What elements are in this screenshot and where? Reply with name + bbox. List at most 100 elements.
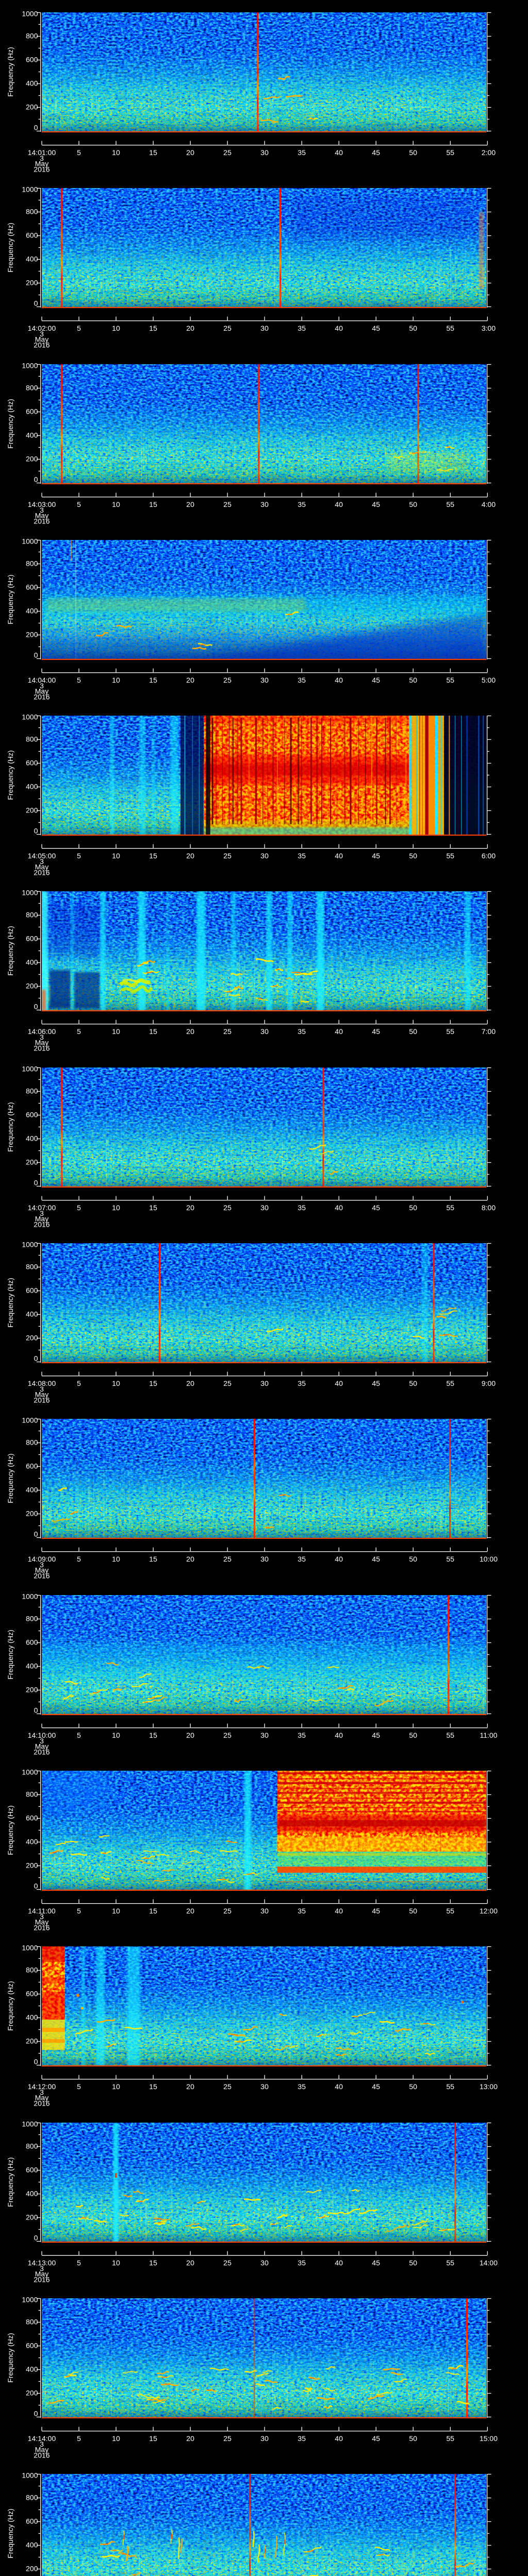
svg-text:1000: 1000 (22, 185, 38, 194)
svg-text:6:00: 6:00 (482, 852, 496, 860)
svg-text:20: 20 (186, 1555, 194, 1563)
svg-text:45: 45 (372, 1731, 380, 1739)
svg-text:45: 45 (372, 324, 380, 332)
svg-text:15: 15 (149, 1379, 157, 1387)
svg-text:3: 3 (40, 1561, 44, 1569)
svg-text:45: 45 (372, 852, 380, 860)
svg-text:1000: 1000 (22, 2471, 38, 2480)
svg-text:35: 35 (298, 1027, 306, 1036)
svg-text:20: 20 (186, 1204, 194, 1212)
svg-text:200: 200 (26, 1510, 38, 1518)
svg-text:800: 800 (26, 208, 38, 216)
svg-text:Frequency (Hz): Frequency (Hz) (6, 1630, 14, 1679)
svg-text:2016: 2016 (34, 165, 50, 173)
svg-text:800: 800 (26, 1087, 38, 1095)
svg-text:5: 5 (77, 2434, 81, 2443)
svg-text:30: 30 (260, 1555, 269, 1563)
svg-text:35: 35 (298, 1731, 306, 1739)
svg-text:50: 50 (409, 1555, 417, 1563)
svg-text:600: 600 (26, 56, 38, 64)
svg-text:3:00: 3:00 (482, 324, 496, 332)
svg-text:10: 10 (112, 1027, 120, 1036)
svg-text:0: 0 (34, 1179, 38, 1187)
svg-text:Frequency (Hz): Frequency (Hz) (6, 926, 14, 975)
svg-text:55: 55 (447, 2259, 455, 2267)
svg-text:30: 30 (260, 2434, 269, 2443)
svg-text:55: 55 (447, 1027, 455, 1036)
svg-text:1000: 1000 (22, 1592, 38, 1601)
svg-text:10: 10 (112, 2259, 120, 2267)
svg-text:10: 10 (112, 2434, 120, 2443)
svg-text:800: 800 (26, 384, 38, 392)
svg-text:May: May (35, 687, 48, 696)
svg-text:May: May (35, 2270, 48, 2278)
svg-text:14:02:00: 14:02:00 (28, 324, 56, 332)
svg-text:3: 3 (40, 1912, 44, 1921)
svg-text:3: 3 (40, 2088, 44, 2096)
svg-text:30: 30 (260, 324, 269, 332)
svg-text:20: 20 (186, 500, 194, 509)
svg-text:200: 200 (26, 1686, 38, 1694)
svg-text:55: 55 (447, 1731, 455, 1739)
svg-text:600: 600 (26, 759, 38, 767)
svg-text:15: 15 (149, 2259, 157, 2267)
svg-text:3: 3 (40, 1033, 44, 1041)
svg-text:3: 3 (40, 330, 44, 338)
svg-text:800: 800 (26, 1615, 38, 1623)
svg-text:14:09:00: 14:09:00 (28, 1555, 56, 1563)
svg-text:45: 45 (372, 148, 380, 157)
svg-text:Frequency (Hz): Frequency (Hz) (6, 1981, 14, 2030)
svg-text:2:00: 2:00 (482, 148, 496, 157)
svg-text:200: 200 (26, 982, 38, 990)
svg-text:600: 600 (26, 1111, 38, 1119)
svg-text:Frequency (Hz): Frequency (Hz) (6, 47, 14, 96)
svg-text:600: 600 (26, 1286, 38, 1295)
svg-text:25: 25 (223, 1204, 232, 1212)
svg-text:15: 15 (149, 2434, 157, 2443)
svg-text:30: 30 (260, 852, 269, 860)
svg-text:5: 5 (77, 2259, 81, 2267)
svg-text:11:00: 11:00 (480, 1731, 498, 1739)
svg-text:40: 40 (335, 1555, 343, 1563)
svg-text:200: 200 (26, 455, 38, 463)
svg-text:0: 0 (34, 1706, 38, 1715)
svg-text:600: 600 (26, 231, 38, 240)
svg-text:15: 15 (149, 1555, 157, 1563)
svg-text:45: 45 (372, 1027, 380, 1036)
svg-text:Frequency (Hz): Frequency (Hz) (6, 1805, 14, 1855)
svg-text:2016: 2016 (34, 2451, 50, 2459)
svg-text:5: 5 (77, 1907, 81, 1915)
svg-text:800: 800 (26, 560, 38, 568)
svg-text:May: May (35, 1391, 48, 1399)
svg-text:20: 20 (186, 676, 194, 684)
svg-text:25: 25 (223, 1907, 232, 1915)
svg-text:400: 400 (26, 607, 38, 615)
svg-text:0: 0 (34, 299, 38, 308)
svg-text:0: 0 (34, 2058, 38, 2066)
svg-text:15: 15 (149, 324, 157, 332)
svg-text:40: 40 (335, 852, 343, 860)
svg-text:10:00: 10:00 (480, 1555, 498, 1563)
svg-text:400: 400 (26, 2190, 38, 2198)
svg-text:5:00: 5:00 (482, 676, 496, 684)
svg-text:14:06:00: 14:06:00 (28, 1027, 56, 1036)
svg-text:3: 3 (40, 2440, 44, 2448)
svg-text:25: 25 (223, 2259, 232, 2267)
svg-text:800: 800 (26, 1438, 38, 1447)
svg-text:20: 20 (186, 852, 194, 860)
svg-text:200: 200 (26, 2037, 38, 2045)
svg-text:15: 15 (149, 1204, 157, 1212)
svg-text:10: 10 (112, 852, 120, 860)
svg-text:45: 45 (372, 676, 380, 684)
svg-text:0: 0 (34, 124, 38, 132)
svg-text:3: 3 (40, 506, 44, 514)
svg-text:May: May (35, 2094, 48, 2102)
svg-text:400: 400 (26, 2365, 38, 2374)
svg-text:30: 30 (260, 1027, 269, 1036)
svg-text:20: 20 (186, 2434, 194, 2443)
svg-text:35: 35 (298, 1379, 306, 1387)
svg-text:1000: 1000 (22, 1241, 38, 1249)
svg-text:3: 3 (40, 154, 44, 162)
svg-text:15: 15 (149, 1027, 157, 1036)
svg-text:0: 0 (34, 1354, 38, 1363)
